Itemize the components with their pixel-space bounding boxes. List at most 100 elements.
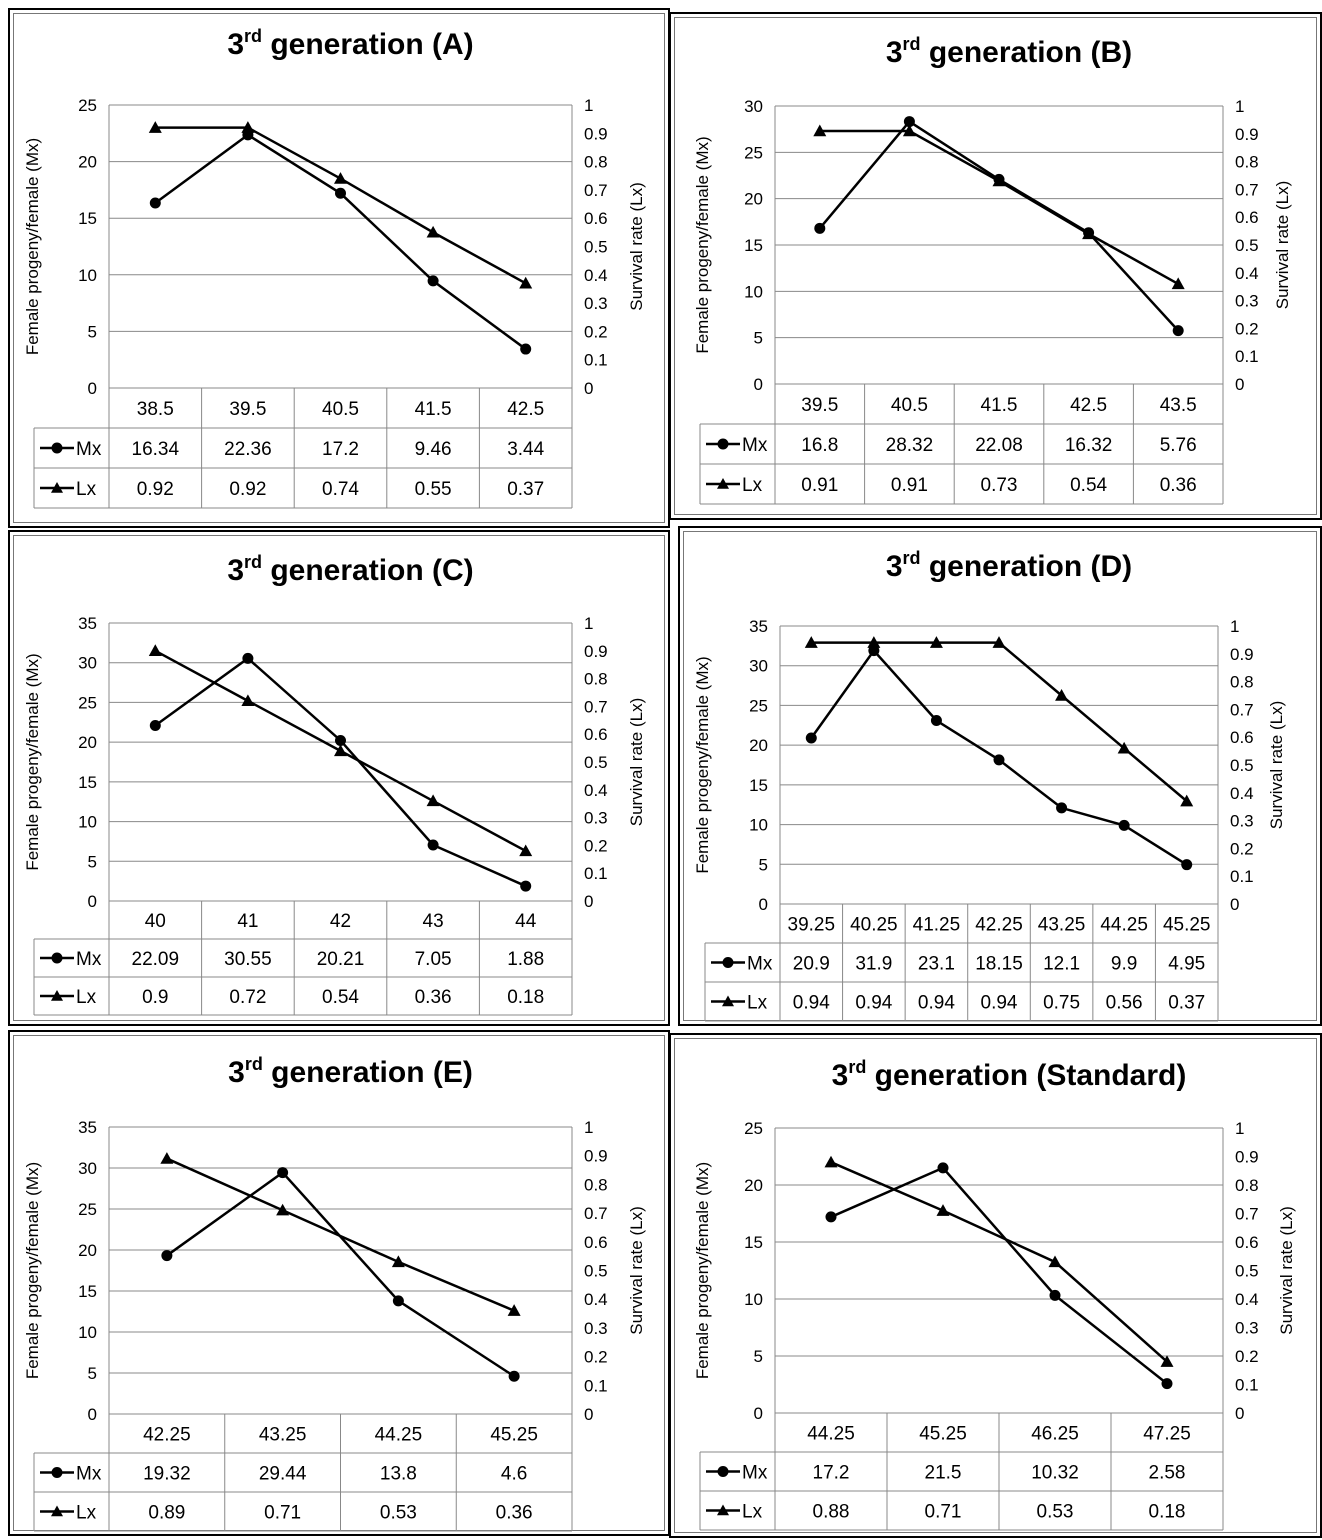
legend-circle-marker bbox=[722, 957, 734, 968]
y2-tick-label: 0 bbox=[1230, 895, 1239, 914]
mx-point bbox=[335, 187, 346, 199]
y2-tick-label: 0.9 bbox=[584, 642, 608, 661]
mx-point bbox=[335, 734, 346, 746]
lx-point bbox=[1180, 794, 1194, 807]
x-tick-label: 45.25 bbox=[1163, 915, 1211, 936]
chart-svg: 3rd generation (E) 0 5 10 15 20 25 30 35 0 0.1 0.2 0… bbox=[23, 1054, 646, 1532]
y2-tick-label: 0.4 bbox=[584, 266, 608, 285]
y2-tick-label: 0.9 bbox=[1235, 125, 1259, 144]
mx-point bbox=[242, 652, 254, 664]
mx-point bbox=[930, 715, 942, 727]
y2-tick-label: 0.5 bbox=[584, 1262, 608, 1281]
y2-tick-label: 0.4 bbox=[1235, 1290, 1259, 1309]
data-table-cell: 0.36 bbox=[415, 987, 452, 1008]
data-table-cell: 0.94 bbox=[981, 993, 1018, 1014]
lx-point bbox=[824, 1155, 838, 1168]
y-tick-label: 0 bbox=[759, 895, 768, 914]
mx-point bbox=[520, 343, 532, 355]
y2-tick-label: 0.8 bbox=[584, 1175, 608, 1194]
data-table-cell: 22.08 bbox=[975, 435, 1023, 456]
y-tick-label: 15 bbox=[78, 1282, 97, 1301]
data-table-cell: 20.21 bbox=[317, 949, 365, 970]
y2-tick-label: 0.3 bbox=[584, 1319, 608, 1338]
y2-tick-label: 0.7 bbox=[1230, 700, 1254, 719]
x-tick-label: 43 bbox=[423, 911, 444, 932]
legend-circle-marker bbox=[51, 952, 63, 964]
series-line-lx bbox=[166, 1157, 515, 1312]
y-tick-label: 5 bbox=[754, 1347, 763, 1366]
y2-tick-label: 0.1 bbox=[584, 864, 608, 883]
legend-label: Mx bbox=[76, 949, 102, 970]
mx-point bbox=[427, 275, 439, 287]
data-table-cell: 0.53 bbox=[380, 1503, 417, 1524]
y2-tick-label: 0.8 bbox=[1235, 1176, 1259, 1195]
chart-svg: 3rd generation (C) 0 5 10 15 20 25 30 35 0 0.1 0.2 0… bbox=[23, 552, 646, 1016]
y-tick-label: 25 bbox=[749, 696, 768, 715]
lx-point bbox=[148, 121, 162, 133]
y2-tick-label: 0.3 bbox=[1235, 1319, 1259, 1338]
y2-tick-label: 0.4 bbox=[584, 1290, 608, 1309]
y2-tick-label: 0.4 bbox=[1230, 784, 1254, 803]
data-table-cell: 22.36 bbox=[224, 439, 272, 460]
y-tick-label: 30 bbox=[744, 97, 763, 116]
x-tick-label: 40.5 bbox=[891, 395, 928, 416]
y-tick-label: 30 bbox=[749, 657, 768, 676]
lx-point bbox=[507, 1304, 521, 1316]
x-tick-label: 44.25 bbox=[1100, 915, 1148, 936]
y2-tick-label: 0 bbox=[1235, 1404, 1244, 1423]
legend-circle-marker bbox=[51, 442, 63, 454]
y-tick-label: 20 bbox=[749, 736, 768, 755]
series-line-lx bbox=[811, 641, 1188, 803]
legend-label: Mx bbox=[76, 439, 102, 460]
chart-panel: 3rd generation (Standard) 0 5 10 15 20 25 0 0.1 0… bbox=[669, 1033, 1322, 1538]
data-table-cell: 28.32 bbox=[886, 435, 934, 456]
series-line-mx bbox=[830, 1166, 1168, 1385]
x-tick-label: 40.5 bbox=[322, 399, 359, 420]
legend-label: Mx bbox=[76, 1464, 102, 1485]
chart-svg: 3rd generation (B) 0 5 10 15 20 25 30 0 0.1 0.2 0.3… bbox=[693, 34, 1292, 505]
legend-triangle-marker bbox=[717, 478, 729, 489]
y2-tick-label: 0 bbox=[584, 379, 593, 398]
y2-tick-label: 0.2 bbox=[584, 1348, 608, 1367]
data-table-cell: 23.1 bbox=[918, 954, 955, 975]
x-tick-label: 42.25 bbox=[975, 915, 1023, 936]
y2-tick-label: 0 bbox=[584, 1405, 593, 1424]
x-tick-label: 39.5 bbox=[229, 399, 266, 420]
series-line-mx bbox=[166, 1170, 515, 1378]
mx-point bbox=[903, 116, 915, 128]
y2-tick-label: 0.6 bbox=[1230, 728, 1254, 747]
y-tick-label: 25 bbox=[78, 1200, 97, 1219]
chart-svg: 3rd generation (D) 0 5 10 15 20 25 30 35 0 0.1 0.2 0… bbox=[693, 548, 1286, 1022]
legend-circle-marker bbox=[51, 1467, 63, 1478]
legend-label: Lx bbox=[742, 1502, 763, 1523]
legend-triangle-marker bbox=[51, 482, 63, 493]
data-table-cell: 13.8 bbox=[380, 1464, 417, 1485]
data-table-cell: 20.9 bbox=[793, 954, 830, 975]
y2-tick-label: 0.5 bbox=[1235, 236, 1259, 255]
chart-svg: 3rd generation (A) 0 5 10 15 20 25 0 0.1 0.2 0.3 0.… bbox=[23, 26, 646, 509]
legend-label: Lx bbox=[742, 475, 763, 496]
data-table-cell: 0.56 bbox=[1106, 993, 1143, 1014]
y-tick-label: 10 bbox=[744, 282, 763, 301]
lx-point bbox=[426, 225, 440, 238]
x-tick-label: 41.25 bbox=[913, 915, 961, 936]
y2-tick-label: 0.6 bbox=[1235, 1233, 1259, 1252]
chart-title: 3rd generation (Standard) bbox=[832, 1057, 1187, 1092]
mx-point bbox=[520, 880, 532, 892]
data-table-cell: 19.32 bbox=[143, 1464, 191, 1485]
series-line-lx bbox=[819, 129, 1179, 286]
y-tick-label: 20 bbox=[744, 190, 763, 209]
lx-point bbox=[867, 636, 881, 648]
y-tick-label: 5 bbox=[759, 855, 768, 874]
x-tick-label: 42.5 bbox=[1070, 395, 1107, 416]
x-tick-label: 43.25 bbox=[259, 1425, 307, 1446]
y-tick-label: 10 bbox=[744, 1290, 763, 1309]
y-tick-label: 35 bbox=[749, 617, 768, 636]
data-table-cell: 0.89 bbox=[148, 1503, 185, 1524]
chart-title: 3rd generation (D) bbox=[886, 548, 1132, 583]
mx-point bbox=[1049, 1289, 1061, 1301]
series-line-mx bbox=[154, 133, 527, 351]
y-tick-label: 15 bbox=[744, 1233, 763, 1252]
data-table-cell: 18.15 bbox=[975, 954, 1023, 975]
y-axis-title: Female progeny/female (Mx) bbox=[693, 1162, 712, 1379]
